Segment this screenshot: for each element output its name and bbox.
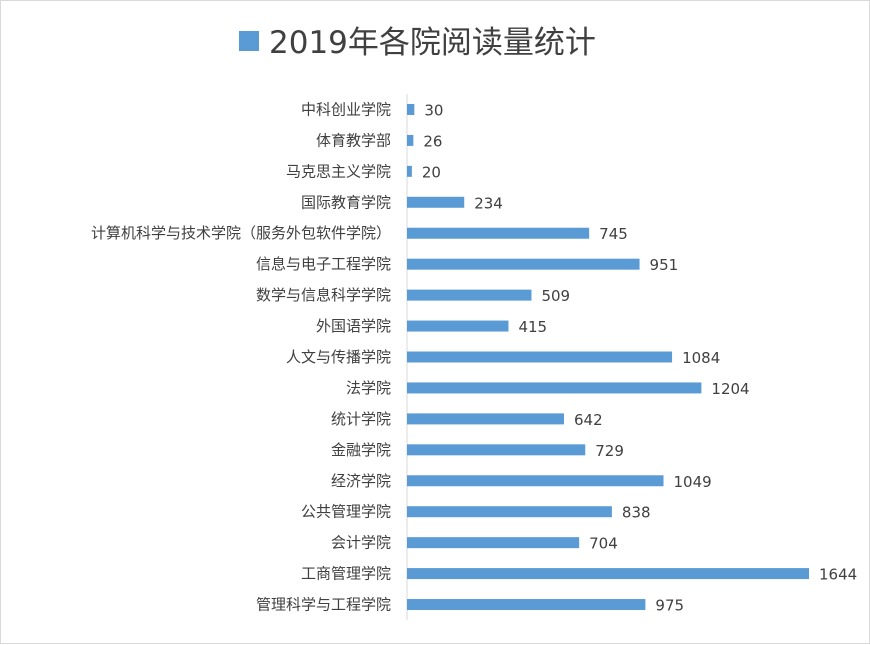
value-labels: 30 26 20 234 745 951 509 415 1084 1204 642 729 1049 8… [422, 101, 857, 614]
category-label: 会计学院 [331, 534, 391, 552]
chart-title-group: 2019年各院阅读量统计 [239, 25, 596, 61]
category-label: 工商管理学院 [301, 565, 391, 583]
category-labels: 中科创业学院体育教学部马克思主义学院国际教育学院计算机科学与技术学院（服务外包软… [91, 100, 391, 613]
value-label: 951 [650, 256, 679, 274]
category-label: 金融学院 [331, 441, 391, 459]
category-label: 中科创业学院 [301, 100, 391, 118]
value-label: 26 [423, 132, 442, 150]
bar [407, 382, 702, 394]
category-label: 计算机科学与技术学院（服务外包软件学院） [91, 224, 391, 242]
value-label: 1049 [674, 473, 712, 491]
category-label: 数学与信息科学学院 [256, 286, 391, 304]
category-label: 国际教育学院 [301, 193, 391, 211]
bar [407, 599, 646, 611]
value-label: 234 [474, 194, 503, 212]
bar [407, 351, 673, 363]
bar [407, 227, 590, 239]
bar [407, 103, 415, 115]
bar [407, 413, 564, 425]
category-label: 法学院 [346, 379, 391, 397]
value-label: 30 [424, 101, 443, 119]
category-label: 经济学院 [331, 472, 391, 490]
value-label: 704 [589, 535, 618, 553]
category-label: 管理科学与工程学院 [256, 596, 391, 614]
value-label: 415 [518, 318, 547, 336]
value-label: 20 [422, 163, 441, 181]
value-label: 745 [599, 225, 628, 243]
value-label: 1084 [682, 349, 720, 367]
category-label: 统计学院 [331, 410, 391, 428]
value-label: 509 [541, 287, 570, 305]
bar [407, 165, 412, 177]
category-label: 体育教学部 [316, 131, 391, 149]
category-label: 马克思主义学院 [286, 162, 391, 180]
bar [407, 134, 414, 146]
value-label: 729 [595, 442, 624, 460]
chart-title: 2019年各院阅读量统计 [269, 25, 596, 61]
value-label: 975 [655, 597, 684, 615]
bar [407, 568, 809, 580]
legend-swatch [239, 31, 259, 51]
bar [407, 475, 664, 487]
category-label: 信息与电子工程学院 [256, 255, 391, 273]
value-label: 1644 [819, 566, 857, 584]
bar [407, 444, 586, 456]
bar [407, 258, 640, 270]
category-label: 外国语学院 [316, 317, 391, 335]
bars [407, 103, 809, 611]
bar [407, 537, 580, 549]
value-label: 642 [574, 411, 603, 429]
category-label: 公共管理学院 [301, 503, 391, 521]
value-label: 838 [622, 504, 651, 522]
bar [407, 289, 532, 301]
bar [407, 506, 612, 518]
bar [407, 320, 509, 332]
value-label: 1204 [711, 380, 749, 398]
bar [407, 196, 465, 208]
category-label: 人文与传播学院 [286, 348, 391, 366]
